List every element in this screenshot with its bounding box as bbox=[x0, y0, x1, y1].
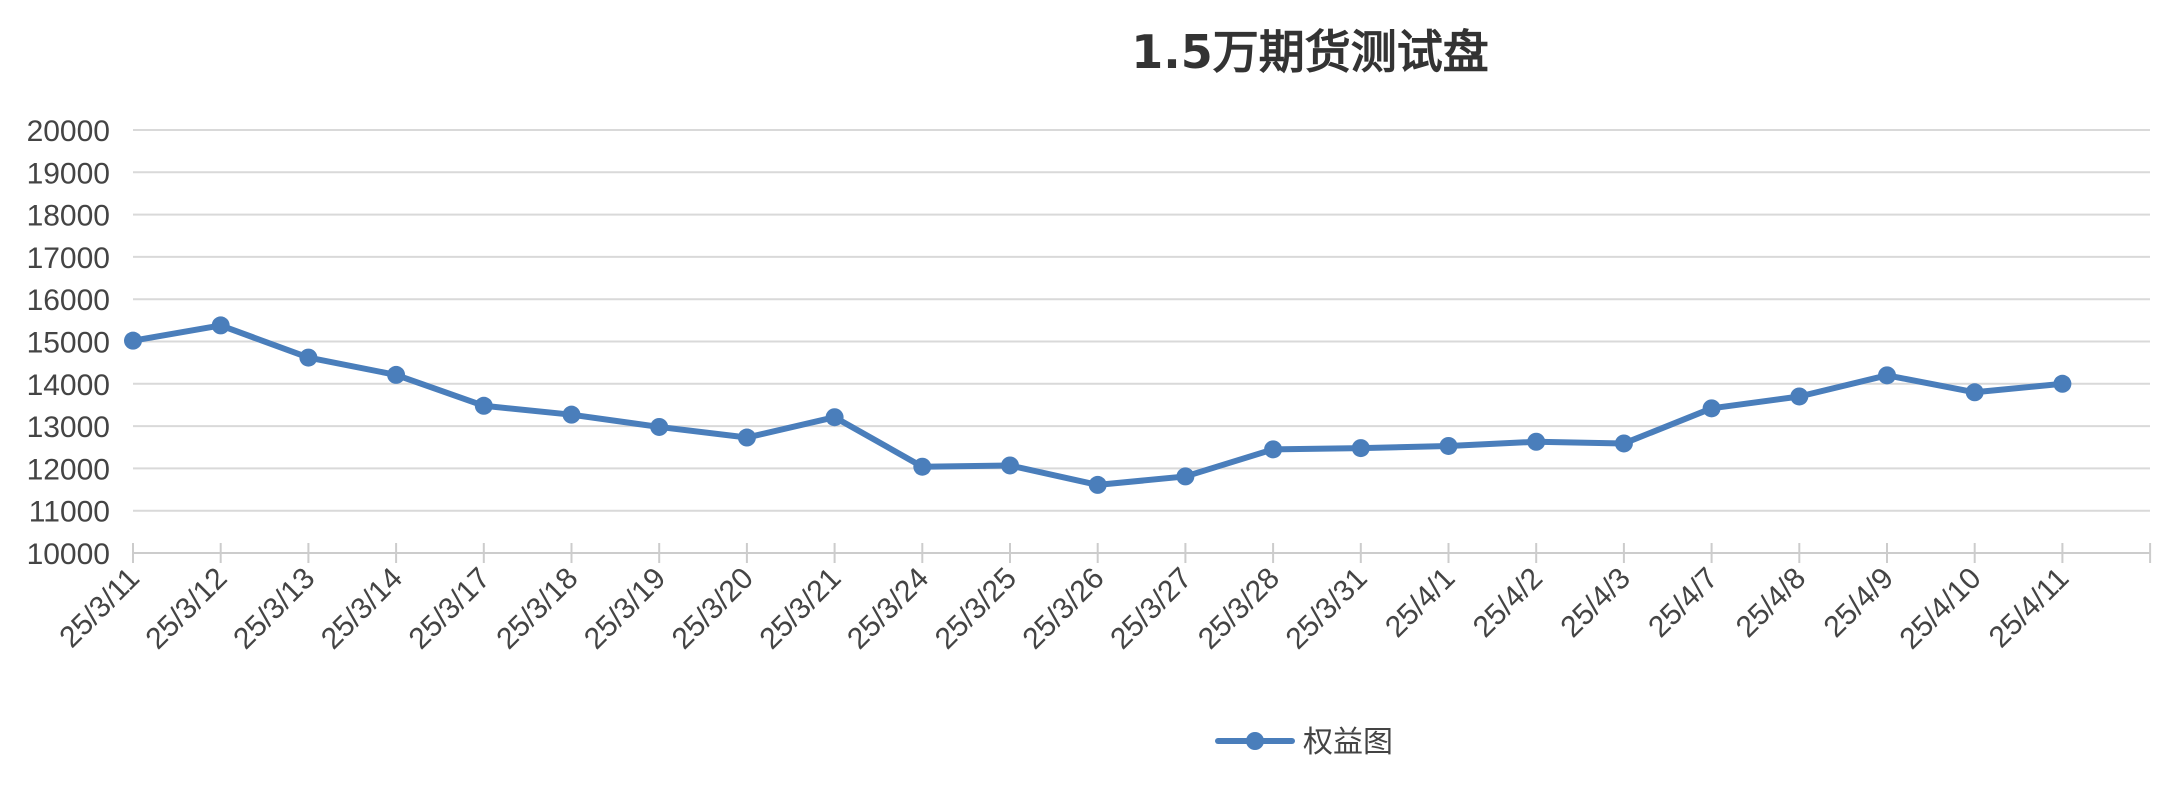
legend-swatch-marker bbox=[1246, 732, 1264, 750]
data-point bbox=[562, 405, 581, 424]
x-tick-label: 25/3/26 bbox=[1017, 562, 1111, 656]
x-tick-label: 25/4/7 bbox=[1642, 562, 1724, 644]
data-point bbox=[825, 408, 844, 427]
series-equity bbox=[124, 316, 2072, 494]
x-tick-label: 25/3/28 bbox=[1192, 562, 1286, 656]
x-tick-label: 25/4/1 bbox=[1379, 562, 1461, 644]
y-tick-label: 19000 bbox=[27, 157, 110, 190]
legend: 权益图 bbox=[1215, 725, 1393, 760]
x-tick-label: 25/3/13 bbox=[227, 562, 321, 656]
data-point bbox=[474, 396, 493, 415]
data-point bbox=[1790, 387, 1809, 406]
x-tick-label: 25/4/11 bbox=[1983, 562, 2076, 655]
x-tick-label: 25/4/8 bbox=[1730, 562, 1812, 644]
y-tick-label: 13000 bbox=[27, 411, 110, 444]
data-point bbox=[1878, 366, 1896, 385]
legend-label: 权益图 bbox=[1303, 725, 1393, 760]
x-tick-label: 25/3/25 bbox=[929, 562, 1023, 656]
x-tick-label: 25/3/11 bbox=[53, 562, 146, 655]
x-tick-label: 25/3/17 bbox=[403, 562, 497, 656]
y-tick-label: 11000 bbox=[29, 496, 110, 529]
x-tick-label: 25/3/18 bbox=[490, 562, 584, 656]
data-point bbox=[1965, 383, 1984, 402]
y-tick-label: 17000 bbox=[27, 242, 110, 275]
x-tick-label: 25/3/12 bbox=[140, 562, 234, 656]
x-tick-label: 25/3/31 bbox=[1280, 562, 1374, 656]
y-tick-label: 16000 bbox=[27, 284, 110, 317]
chart-title: 1.5万期货测试盘 bbox=[1131, 25, 1489, 79]
y-tick-label: 20000 bbox=[27, 115, 110, 148]
x-tick-label: 25/3/24 bbox=[841, 562, 935, 656]
x-tick-label: 25/4/10 bbox=[1894, 562, 1988, 656]
y-tick-label: 15000 bbox=[27, 327, 110, 360]
y-tick-label: 14000 bbox=[27, 369, 110, 402]
y-tick-label: 18000 bbox=[27, 200, 110, 233]
data-point bbox=[1614, 434, 1633, 453]
data-point bbox=[1527, 432, 1546, 451]
x-tick-label: 25/4/2 bbox=[1467, 562, 1549, 644]
data-point bbox=[1351, 439, 1370, 458]
x-tick-label: 25/4/9 bbox=[1818, 562, 1900, 644]
data-point bbox=[1264, 440, 1283, 459]
y-tick-label: 10000 bbox=[27, 538, 110, 571]
x-tick-label: 25/3/20 bbox=[666, 562, 760, 656]
x-tick-label: 25/3/14 bbox=[315, 562, 409, 656]
series-line bbox=[130, 322, 2066, 488]
y-axis-tick-labels: 10000 11000 12000 13000 14000 15000 16000 17000… bbox=[27, 115, 110, 571]
x-tick-label: 25/4/3 bbox=[1555, 562, 1637, 644]
x-axis bbox=[132, 543, 2152, 563]
data-point bbox=[1088, 475, 1107, 494]
x-tick-label: 25/3/19 bbox=[578, 562, 672, 656]
data-point bbox=[387, 365, 406, 384]
data-point bbox=[737, 428, 756, 447]
x-tick-label: 25/3/21 bbox=[753, 562, 847, 656]
x-axis-tick-labels: 25/3/1125/3/1225/3/1325/3/1425/3/1725/3/… bbox=[53, 562, 2075, 656]
y-tick-label: 12000 bbox=[27, 453, 110, 486]
data-point bbox=[1176, 467, 1195, 486]
data-point bbox=[2053, 374, 2072, 393]
data-point bbox=[211, 316, 230, 335]
data-point bbox=[1439, 436, 1458, 455]
data-point bbox=[299, 348, 318, 367]
gridlines bbox=[133, 129, 2150, 512]
data-point bbox=[1702, 399, 1721, 418]
data-point bbox=[913, 457, 932, 476]
x-tick-label: 25/3/27 bbox=[1104, 562, 1198, 656]
data-point bbox=[124, 331, 142, 350]
data-point bbox=[1001, 456, 1019, 475]
data-point bbox=[650, 417, 669, 436]
